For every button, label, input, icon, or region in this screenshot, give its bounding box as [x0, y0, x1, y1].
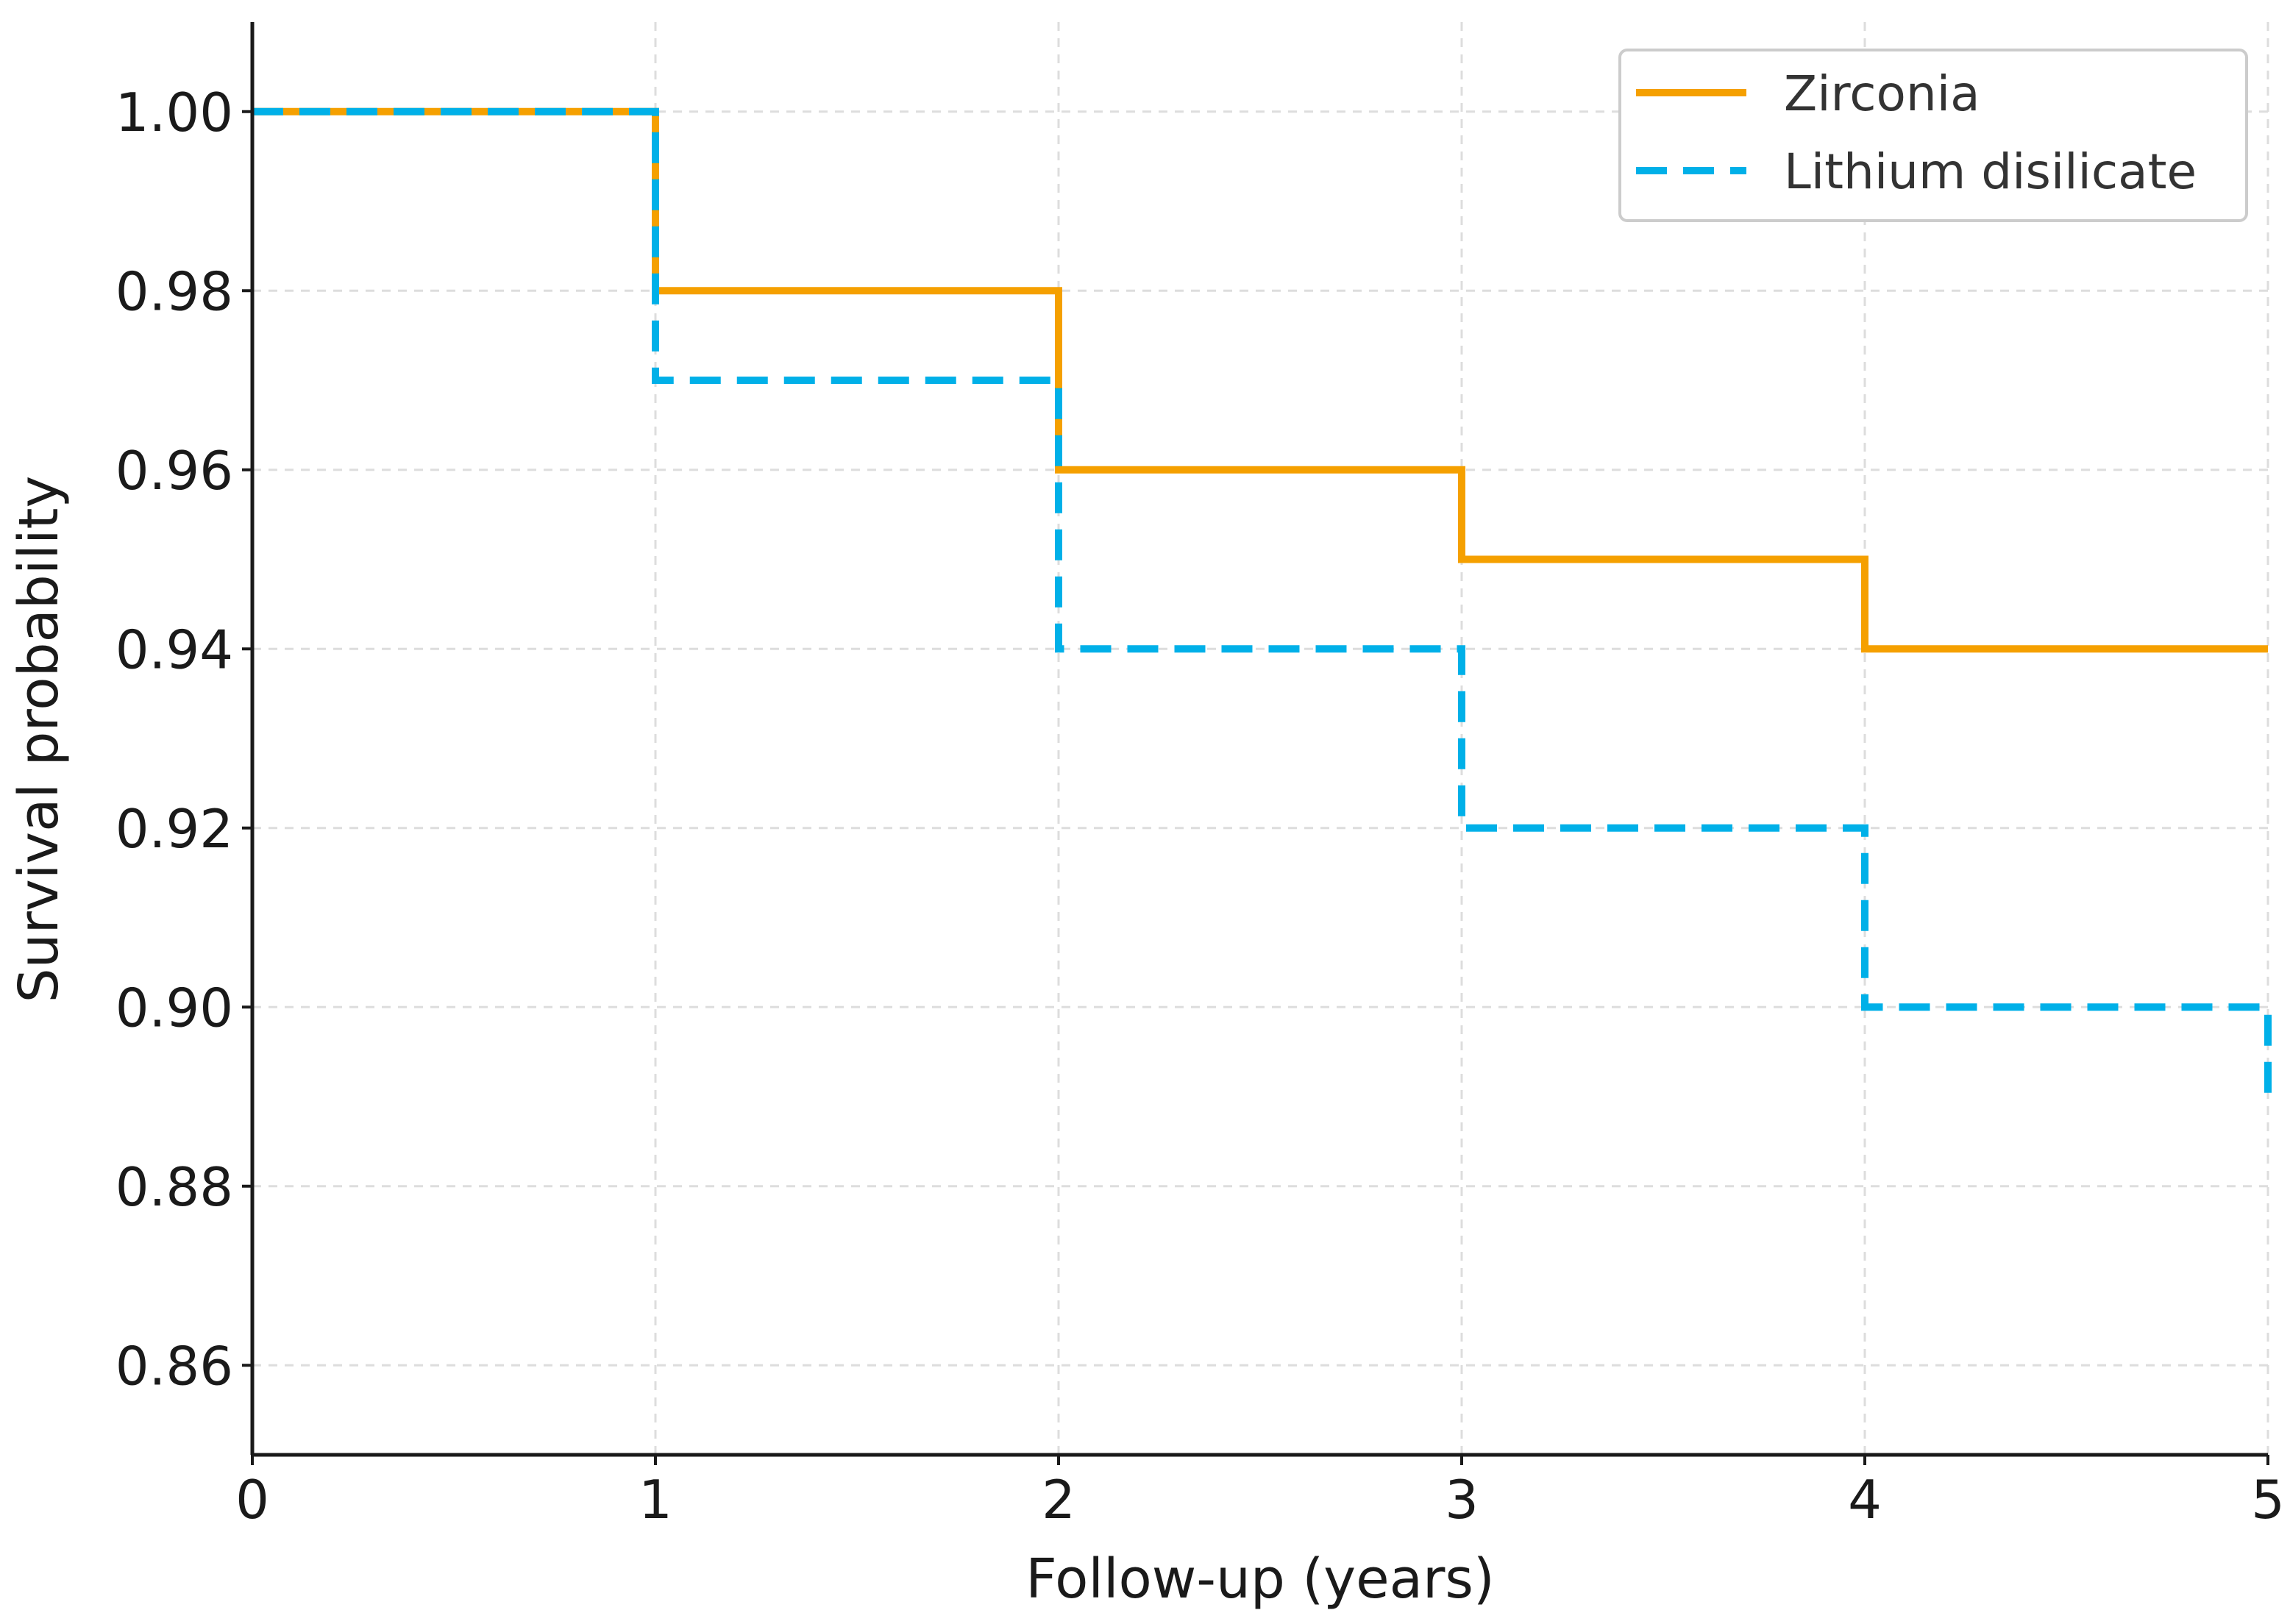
tick-labels: 0 1 2 3 4 5 0.86 0.88 0.90 0.92 0.94 0.96 0.98 1.00 [115, 82, 2285, 1531]
x-tick-label: 3 [1445, 1469, 1479, 1531]
legend-frame [1618, 49, 2248, 222]
axes [250, 22, 2268, 1457]
legend-label-zirconia: Zirconia [1784, 65, 1980, 122]
y-tick-label: 0.94 [115, 619, 233, 680]
y-tick-label: 0.96 [115, 440, 233, 502]
y-tick-label: 0.92 [115, 798, 233, 860]
y-tick-label: 0.90 [115, 977, 233, 1039]
x-tick-label: 2 [1042, 1469, 1075, 1531]
y-axis-label: Survival probability [7, 476, 71, 1003]
x-tick-label: 5 [2251, 1469, 2285, 1531]
x-tick-label: 4 [1848, 1469, 1882, 1531]
series-line-lithium-disilicate [252, 107, 2272, 1097]
x-tick-label: 0 [235, 1469, 269, 1531]
x-tick-label: 1 [639, 1469, 672, 1531]
y-tick-label: 0.86 [115, 1335, 233, 1397]
legend-label-lithium-disilicate: Lithium disilicate [1784, 143, 2197, 200]
y-tick-label: 1.00 [115, 82, 233, 143]
x-axis-label: Follow-up (years) [1025, 1548, 1495, 1611]
legend: Zirconia Lithium disilicate [1618, 49, 2248, 222]
grid [251, 22, 2269, 1455]
series-lines [252, 107, 2272, 1097]
y-tick-label: 0.88 [115, 1156, 233, 1218]
y-tick-label: 0.98 [115, 260, 233, 322]
